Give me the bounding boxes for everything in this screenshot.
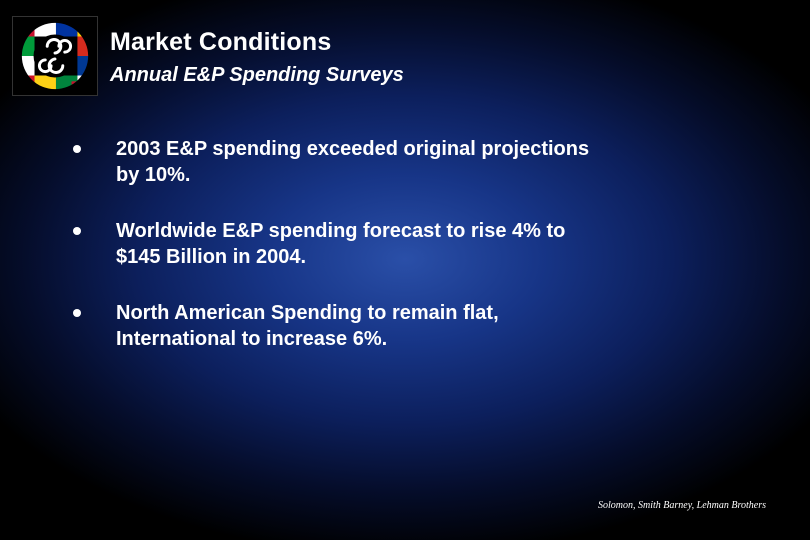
source-citation: Solomon, Smith Barney, Lehman Brothers <box>598 500 766 511</box>
bullet-line: 2003 E&P spending exceeded original proj… <box>116 138 590 160</box>
bullet-item: 2003 E&P spending exceeded original proj… <box>72 136 772 188</box>
bullet-item: Worldwide E&P spending forecast to rise … <box>72 218 772 270</box>
bullet-dot-icon <box>73 309 81 317</box>
bullet-list: 2003 E&P spending exceeded original proj… <box>72 136 772 382</box>
page-subtitle: Annual E&P Spending Surveys <box>110 64 404 86</box>
globe-flags-logo-icon <box>21 22 89 90</box>
bullet-line: International to increase 6%. <box>116 328 388 350</box>
bullet-dot-icon <box>73 227 81 235</box>
bullet-line: North American Spending to remain flat, <box>116 302 499 324</box>
page-title: Market Conditions <box>110 28 332 56</box>
bullet-line: by 10%. <box>116 164 191 186</box>
bullet-line: $145 Billion in 2004. <box>116 246 307 268</box>
bullet-item: North American Spending to remain flat, … <box>72 300 772 352</box>
company-logo <box>12 16 98 96</box>
bullet-line: Worldwide E&P spending forecast to rise … <box>116 220 566 242</box>
bullet-dot-icon <box>73 145 81 153</box>
